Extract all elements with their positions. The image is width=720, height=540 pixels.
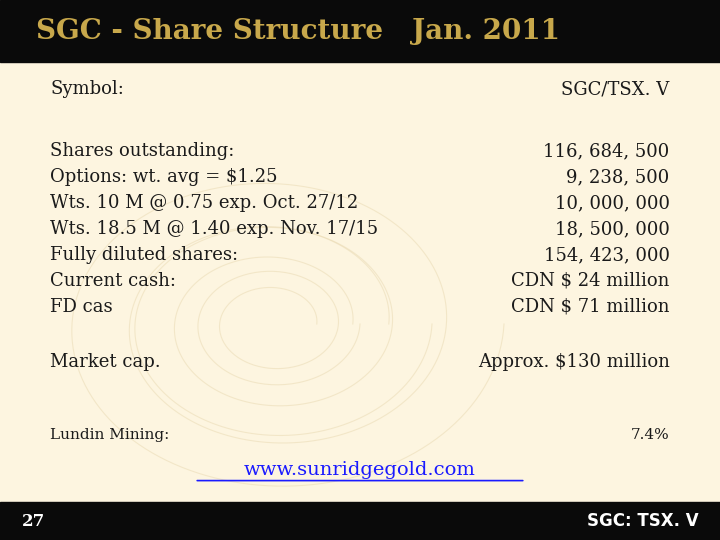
Text: SGC: TSX. V: SGC: TSX. V <box>587 512 698 530</box>
Text: Approx. $130 million: Approx. $130 million <box>478 353 670 371</box>
Text: 27: 27 <box>22 512 45 530</box>
Text: 116, 684, 500: 116, 684, 500 <box>544 142 670 160</box>
Text: Wts. 10 M @ 0.75 exp. Oct. 27/12: Wts. 10 M @ 0.75 exp. Oct. 27/12 <box>50 194 359 212</box>
Text: Lundin Mining:: Lundin Mining: <box>50 428 170 442</box>
Text: SGC/TSX. V: SGC/TSX. V <box>562 80 670 98</box>
Text: CDN $ 24 million: CDN $ 24 million <box>511 272 670 290</box>
Text: CDN $ 71 million: CDN $ 71 million <box>511 298 670 316</box>
Text: 18, 500, 000: 18, 500, 000 <box>554 220 670 238</box>
Text: 9, 238, 500: 9, 238, 500 <box>567 168 670 186</box>
Text: 10, 000, 000: 10, 000, 000 <box>554 194 670 212</box>
Bar <box>0 502 720 540</box>
Bar <box>0 0 720 62</box>
Text: FD cas: FD cas <box>50 298 113 316</box>
Text: Options: wt. avg = $1.25: Options: wt. avg = $1.25 <box>50 168 278 186</box>
Text: www.sunridgegold.com: www.sunridgegold.com <box>244 461 476 479</box>
Text: 7.4%: 7.4% <box>631 428 670 442</box>
Text: Current cash:: Current cash: <box>50 272 176 290</box>
Text: SGC - Share Structure   Jan. 2011: SGC - Share Structure Jan. 2011 <box>36 17 560 45</box>
Text: Shares outstanding:: Shares outstanding: <box>50 142 235 160</box>
Text: Fully diluted shares:: Fully diluted shares: <box>50 246 238 264</box>
Text: 154, 423, 000: 154, 423, 000 <box>544 246 670 264</box>
Text: Symbol:: Symbol: <box>50 80 125 98</box>
Text: Wts. 18.5 M @ 1.40 exp. Nov. 17/15: Wts. 18.5 M @ 1.40 exp. Nov. 17/15 <box>50 220 379 238</box>
Text: Market cap.: Market cap. <box>50 353 161 371</box>
